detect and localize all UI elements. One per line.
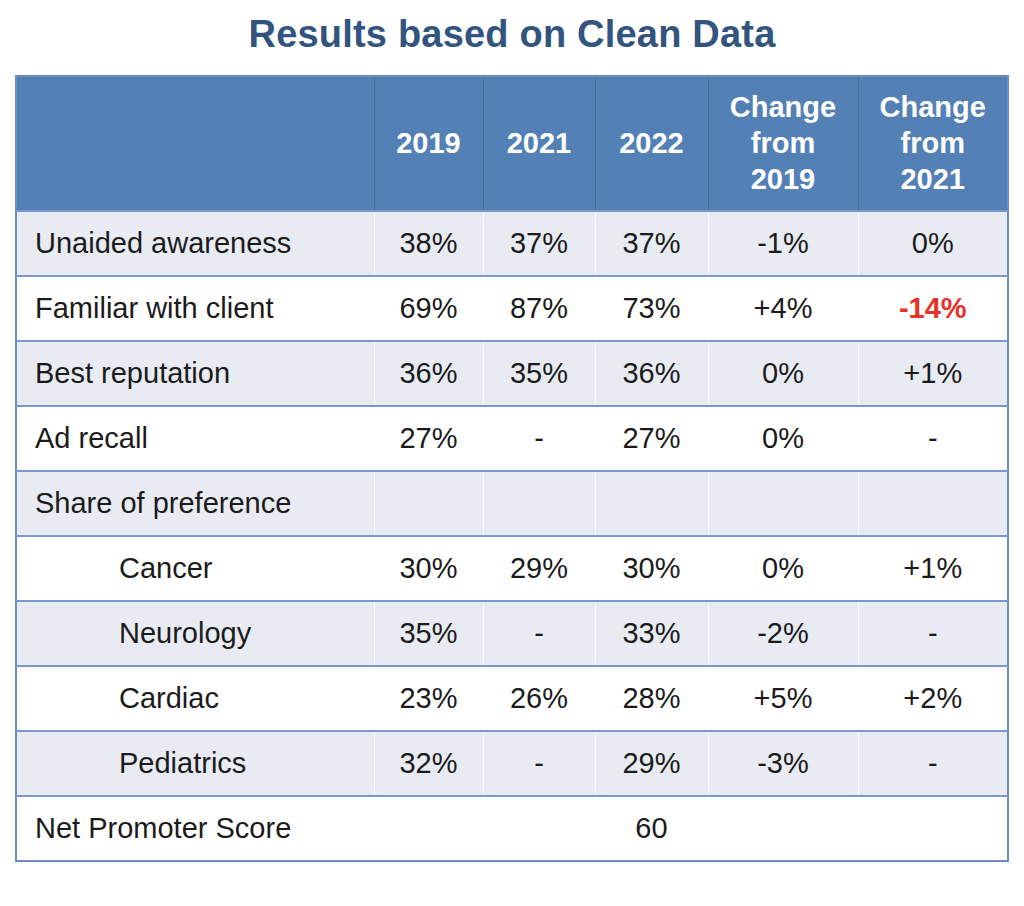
row-label: Unaided awareness bbox=[16, 211, 374, 276]
cell-2019 bbox=[374, 796, 483, 861]
cell-2022: 36% bbox=[595, 341, 708, 406]
cell-2021: 26% bbox=[483, 666, 595, 731]
cell-change-from-2019: -1% bbox=[708, 211, 858, 276]
cell-2021: 87% bbox=[483, 276, 595, 341]
cell-2022: 28% bbox=[595, 666, 708, 731]
cell-2022: 37% bbox=[595, 211, 708, 276]
table-row: Best reputation36%35%36%0%+1% bbox=[16, 341, 1008, 406]
table-row: Cancer30%29%30%0%+1% bbox=[16, 536, 1008, 601]
cell-2019: 27% bbox=[374, 406, 483, 471]
results-table: 2019 2021 2022 Change from 2019 Change f… bbox=[15, 75, 1009, 862]
cell-2022: 30% bbox=[595, 536, 708, 601]
cell-2022: 29% bbox=[595, 731, 708, 796]
cell-change-from-2019: 0% bbox=[708, 341, 858, 406]
table-body: Unaided awareness38%37%37%-1%0%Familiar … bbox=[16, 211, 1008, 861]
cell-2019: 35% bbox=[374, 601, 483, 666]
cell-2019: 38% bbox=[374, 211, 483, 276]
cell-2019: 69% bbox=[374, 276, 483, 341]
cell-2022: 60 bbox=[595, 796, 708, 861]
cell-2019: 23% bbox=[374, 666, 483, 731]
cell-change-from-2019: +4% bbox=[708, 276, 858, 341]
cell-change-from-2021: - bbox=[858, 406, 1008, 471]
table-row: Share of preference bbox=[16, 471, 1008, 536]
row-label: Best reputation bbox=[16, 341, 374, 406]
header-cell-change-from-2019: Change from 2019 bbox=[708, 76, 858, 211]
row-label: Neurology bbox=[16, 601, 374, 666]
row-label: Familiar with client bbox=[16, 276, 374, 341]
cell-change-from-2019 bbox=[708, 471, 858, 536]
cell-change-from-2021: 0% bbox=[858, 211, 1008, 276]
cell-2022 bbox=[595, 471, 708, 536]
cell-change-from-2021 bbox=[858, 796, 1008, 861]
cell-2019: 36% bbox=[374, 341, 483, 406]
table-header-row: 2019 2021 2022 Change from 2019 Change f… bbox=[16, 76, 1008, 211]
header-cell-change-from-2021: Change from 2021 bbox=[858, 76, 1008, 211]
header-cell-2022: 2022 bbox=[595, 76, 708, 211]
cell-2022: 33% bbox=[595, 601, 708, 666]
cell-2021: 37% bbox=[483, 211, 595, 276]
cell-2021 bbox=[483, 796, 595, 861]
cell-change-from-2019: -2% bbox=[708, 601, 858, 666]
cell-change-from-2021: - bbox=[858, 601, 1008, 666]
row-label: Share of preference bbox=[16, 471, 374, 536]
table-row: Familiar with client69%87%73%+4%-14% bbox=[16, 276, 1008, 341]
row-label: Cancer bbox=[16, 536, 374, 601]
table-row: Unaided awareness38%37%37%-1%0% bbox=[16, 211, 1008, 276]
cell-change-from-2019: 0% bbox=[708, 536, 858, 601]
cell-change-from-2021: +1% bbox=[858, 536, 1008, 601]
cell-2022: 73% bbox=[595, 276, 708, 341]
row-label: Net Promoter Score bbox=[16, 796, 374, 861]
cell-2021: 29% bbox=[483, 536, 595, 601]
row-label: Cardiac bbox=[16, 666, 374, 731]
cell-2021: 35% bbox=[483, 341, 595, 406]
table-row: Pediatrics32%-29%-3%- bbox=[16, 731, 1008, 796]
table-row: Ad recall27%-27%0%- bbox=[16, 406, 1008, 471]
page-title: Results based on Clean Data bbox=[0, 12, 1024, 58]
cell-2022: 27% bbox=[595, 406, 708, 471]
cell-2019 bbox=[374, 471, 483, 536]
cell-change-from-2021: -14% bbox=[858, 276, 1008, 341]
cell-change-from-2021: +1% bbox=[858, 341, 1008, 406]
cell-change-from-2019: 0% bbox=[708, 406, 858, 471]
cell-2021: - bbox=[483, 406, 595, 471]
table-header: 2019 2021 2022 Change from 2019 Change f… bbox=[16, 76, 1008, 211]
cell-2021: - bbox=[483, 731, 595, 796]
header-cell-2021: 2021 bbox=[483, 76, 595, 211]
slide-page: Results based on Clean Data 2019 2021 20… bbox=[0, 0, 1024, 906]
cell-2021 bbox=[483, 471, 595, 536]
row-label: Ad recall bbox=[16, 406, 374, 471]
cell-2021: - bbox=[483, 601, 595, 666]
table-row: Neurology35%-33%-2%- bbox=[16, 601, 1008, 666]
cell-change-from-2021: - bbox=[858, 731, 1008, 796]
cell-change-from-2021: +2% bbox=[858, 666, 1008, 731]
cell-2019: 30% bbox=[374, 536, 483, 601]
header-cell-metric bbox=[16, 76, 374, 211]
cell-2019: 32% bbox=[374, 731, 483, 796]
cell-change-from-2019: -3% bbox=[708, 731, 858, 796]
cell-change-from-2019: +5% bbox=[708, 666, 858, 731]
row-label: Pediatrics bbox=[16, 731, 374, 796]
cell-change-from-2019 bbox=[708, 796, 858, 861]
table-row: Cardiac23%26%28%+5%+2% bbox=[16, 666, 1008, 731]
header-cell-2019: 2019 bbox=[374, 76, 483, 211]
table-row: Net Promoter Score 60 bbox=[16, 796, 1008, 861]
cell-change-from-2021 bbox=[858, 471, 1008, 536]
